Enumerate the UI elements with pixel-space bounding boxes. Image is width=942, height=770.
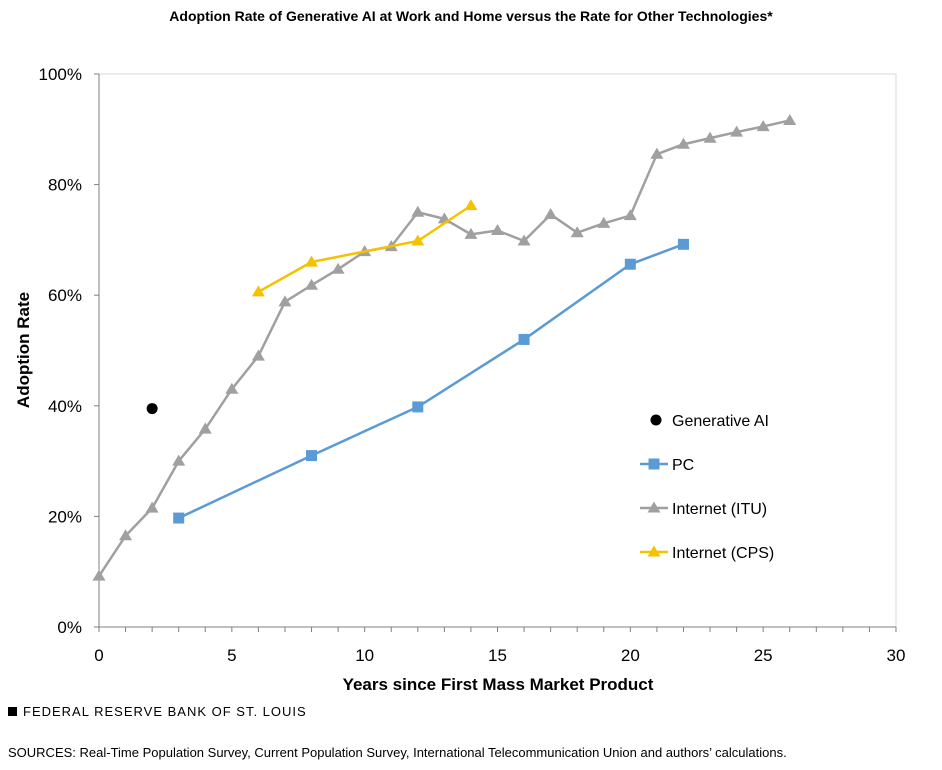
point-internet-itu (172, 454, 186, 466)
series-generative-ai (146, 403, 158, 415)
legend-swatch-marker (650, 414, 662, 426)
y-axis-label: Adoption Rate (14, 292, 33, 408)
y-tick-label: 80% (48, 176, 82, 195)
point-internet-itu (623, 209, 637, 221)
y-tick-label: 20% (48, 507, 82, 526)
point-internet-itu (544, 207, 558, 220)
point-internet-itu (119, 529, 133, 541)
legend: Generative AI PC Internet (ITU) Internet (C… (640, 413, 774, 562)
point-pc (624, 258, 636, 270)
point-internet-itu (305, 278, 319, 290)
point-internet-itu (198, 422, 212, 434)
legend-item-pc: PC (640, 457, 694, 474)
point-internet-itu (756, 120, 770, 132)
point-generative-ai (146, 403, 158, 415)
point-internet-itu (145, 501, 159, 513)
point-internet-itu (225, 382, 239, 394)
legend-swatch-marker (647, 501, 661, 513)
brand-square-icon (8, 707, 17, 716)
point-internet-itu (676, 137, 690, 149)
point-pc (677, 238, 689, 250)
point-internet-itu (570, 226, 584, 238)
point-internet-itu (783, 113, 797, 126)
legend-label: Internet (ITU) (672, 501, 767, 518)
point-pc (412, 401, 424, 413)
point-internet-itu (464, 227, 478, 239)
axes: 0% 20% 40% 60% 80% 100% 0 5 10 15 20 25 30 (39, 65, 906, 665)
series-pc (173, 238, 689, 524)
series-line-internet-cps (257, 204, 472, 293)
x-tick-label: 30 (887, 646, 906, 665)
legend-item-generative-ai: Generative AI (650, 413, 769, 430)
point-internet-itu (703, 131, 717, 143)
x-tick-label: 5 (227, 646, 236, 665)
point-internet-cps (305, 255, 319, 267)
x-tick-label: 0 (94, 646, 103, 665)
y-tick-label: 100% (39, 65, 82, 84)
chart-title: Adoption Rate of Generative AI at Work a… (169, 8, 773, 24)
point-internet-cps (464, 199, 478, 211)
legend-label: PC (672, 457, 694, 474)
point-internet-cps (411, 234, 425, 246)
series-internet-cps (251, 199, 478, 297)
y-tick-label: 60% (48, 286, 82, 305)
y-tick-label: 0% (57, 618, 82, 637)
point-internet-itu (251, 349, 265, 361)
sources-note: SOURCES: Real-Time Population Survey, Cu… (8, 745, 787, 760)
legend-swatch-marker (647, 545, 661, 557)
series-line-pc (178, 243, 684, 520)
legend-swatch-marker (648, 458, 660, 470)
x-tick-label: 20 (621, 646, 640, 665)
point-internet-itu (278, 295, 292, 307)
x-axis-label: Years since First Mass Market Product (343, 675, 654, 694)
legend-label: Internet (CPS) (672, 545, 774, 562)
point-internet-itu (411, 205, 425, 217)
y-tick-label: 40% (48, 397, 82, 416)
point-pc (306, 450, 318, 462)
point-internet-itu (517, 234, 531, 246)
point-internet-itu (491, 223, 504, 236)
legend-item-internet-itu: Internet (ITU) (640, 501, 767, 518)
point-internet-itu (650, 147, 664, 159)
legend-label: Generative AI (672, 413, 769, 430)
footer-brand: FEDERAL RESERVE BANK OF ST. LOUIS (8, 704, 307, 719)
point-internet-itu (730, 125, 744, 137)
plot-frame (98, 73, 897, 628)
point-internet-cps (251, 285, 265, 297)
point-internet-itu (597, 216, 611, 228)
series-layer (92, 113, 797, 581)
point-internet-itu (92, 569, 106, 581)
x-tick-label: 15 (488, 646, 507, 665)
point-pc (173, 512, 185, 524)
x-tick-label: 10 (355, 646, 374, 665)
legend-item-internet-cps: Internet (CPS) (640, 545, 774, 562)
series-internet-itu (92, 113, 797, 581)
point-internet-itu (331, 262, 345, 274)
point-pc (518, 333, 530, 345)
line-chart: 0% 20% 40% 60% 80% 100% 0 5 10 15 20 25 30 Generativ… (14, 65, 906, 694)
x-tick-label: 25 (754, 646, 773, 665)
brand-text: FEDERAL RESERVE BANK OF ST. LOUIS (23, 704, 307, 719)
